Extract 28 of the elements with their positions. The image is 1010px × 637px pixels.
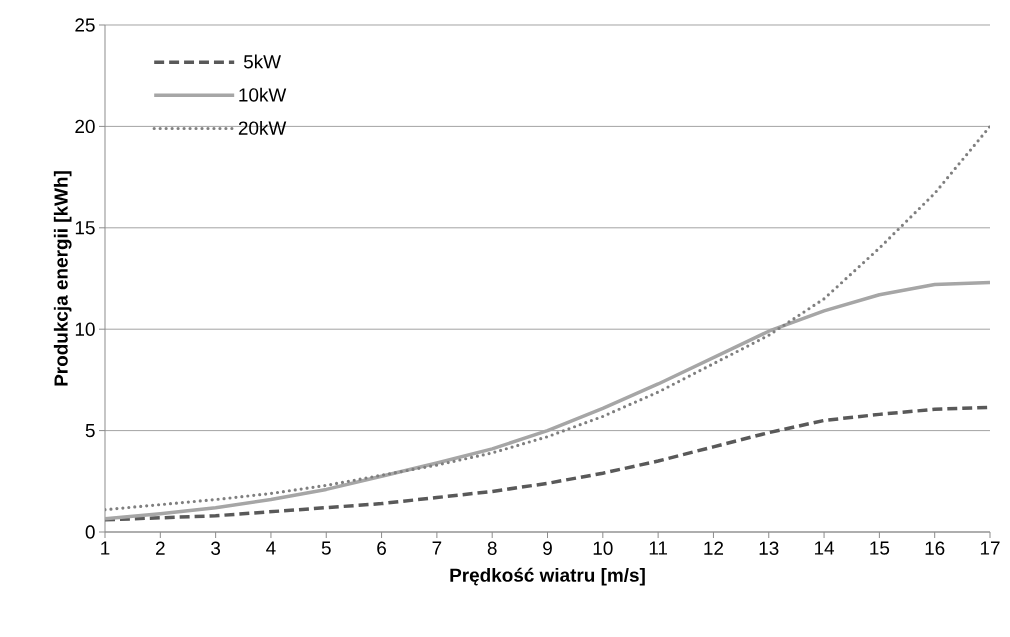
x-tick-label: 13 <box>759 541 779 555</box>
x-tick-label: 4 <box>266 541 276 555</box>
y-tick-label: 5 <box>85 424 95 438</box>
x-tick-label: 5 <box>321 541 331 555</box>
x-tick-label: 8 <box>487 541 497 555</box>
y-axis-title: Produkcja energii [kWh] <box>53 171 72 386</box>
legend-label: 10kW <box>239 87 287 102</box>
y-tick-label: 10 <box>75 322 95 336</box>
y-tick-label: 0 <box>85 525 95 539</box>
x-tick-label: 2 <box>156 541 165 555</box>
y-tick-label: 20 <box>75 119 95 134</box>
x-tick-label: 7 <box>432 541 442 555</box>
x-tick-label: 11 <box>649 541 668 555</box>
y-tick-label: 15 <box>75 221 95 235</box>
x-tick-label: 10 <box>593 541 613 555</box>
legend-label: 20kW <box>238 120 287 135</box>
y-tick-label: 25 <box>75 18 95 32</box>
x-tick-label: 3 <box>211 541 221 555</box>
x-tick-label: 12 <box>704 541 724 555</box>
x-tick-label: 16 <box>925 541 945 555</box>
x-tick-label: 17 <box>980 541 1000 555</box>
x-tick-label: 14 <box>814 541 835 555</box>
x-tick-label: 6 <box>377 541 386 555</box>
x-tick-label: 1 <box>101 541 110 555</box>
legend-label: 5kW <box>243 54 281 69</box>
x-tick-label: 15 <box>870 541 890 555</box>
x-axis-title: Prędkość wiatru [m/s] <box>450 567 645 586</box>
x-tick-label: 9 <box>543 541 552 555</box>
